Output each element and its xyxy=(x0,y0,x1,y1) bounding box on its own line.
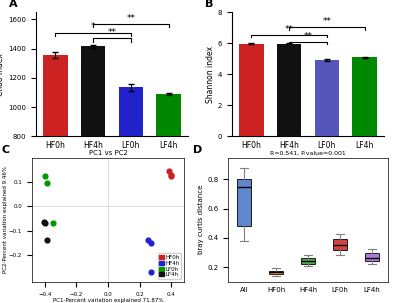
Y-axis label: PC2-Percent variation explained 9.46%: PC2-Percent variation explained 9.46% xyxy=(2,166,8,273)
Bar xyxy=(239,44,264,136)
Point xyxy=(44,180,50,185)
Text: D: D xyxy=(193,145,202,155)
X-axis label: PC1-Percent variation explained 71.87%: PC1-Percent variation explained 71.87% xyxy=(53,298,163,303)
Text: C: C xyxy=(2,145,10,155)
Text: *: * xyxy=(91,22,95,32)
PathPatch shape xyxy=(333,239,347,250)
Text: A: A xyxy=(9,0,17,9)
Bar xyxy=(315,60,339,136)
Point xyxy=(41,220,47,225)
Bar xyxy=(277,44,301,136)
Y-axis label: Shannon index: Shannon index xyxy=(206,46,215,103)
Text: B: B xyxy=(205,0,213,9)
Text: **: ** xyxy=(284,25,294,34)
Text: **: ** xyxy=(322,17,332,26)
Bar xyxy=(81,46,105,253)
Point xyxy=(42,173,48,178)
Point xyxy=(42,220,48,225)
Point xyxy=(148,240,154,245)
PathPatch shape xyxy=(301,258,315,264)
Text: **: ** xyxy=(126,14,136,23)
PathPatch shape xyxy=(365,253,379,261)
Text: **: ** xyxy=(304,32,312,41)
Bar xyxy=(352,58,377,136)
Point xyxy=(168,172,174,177)
Bar xyxy=(156,94,181,253)
Y-axis label: Chao index: Chao index xyxy=(0,53,6,96)
Point xyxy=(148,270,154,275)
Point xyxy=(167,173,174,178)
Text: **: ** xyxy=(108,28,116,37)
Legend: HF0h, HF4h, LF0h, LF4h: HF0h, HF4h, LF0h, LF4h xyxy=(158,253,181,279)
Point xyxy=(144,238,151,243)
Title: R=0.541, P.value=0.001: R=0.541, P.value=0.001 xyxy=(270,151,346,156)
Bar xyxy=(43,55,68,253)
PathPatch shape xyxy=(237,179,251,226)
Point xyxy=(50,220,56,225)
Point xyxy=(166,168,172,173)
Point xyxy=(44,238,50,242)
Bar xyxy=(119,87,143,253)
Y-axis label: bray curtis distance: bray curtis distance xyxy=(198,185,204,254)
PathPatch shape xyxy=(269,271,283,274)
Title: PC1 vs PC2: PC1 vs PC2 xyxy=(88,150,128,156)
